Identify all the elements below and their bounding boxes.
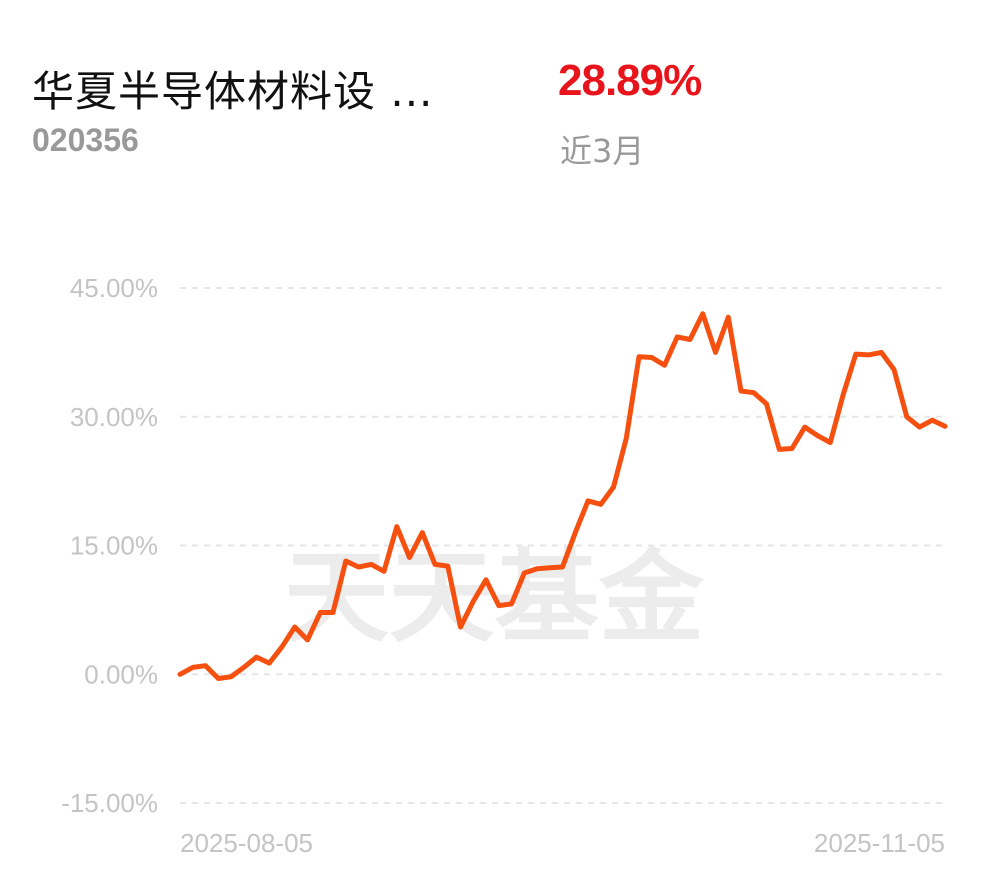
y-tick-label: -15.00% [61, 788, 158, 818]
period-label: 近3月 [560, 132, 645, 170]
return-value: 28.89% [558, 56, 702, 105]
series-line [177, 311, 948, 681]
grid-lines [180, 287, 945, 804]
x-axis: 2025-08-05 2025-11-05 [180, 828, 945, 858]
x-tick-label: 2025-11-05 [814, 828, 945, 858]
fund-code: 020356 [32, 122, 139, 158]
x-tick-label: 2025-08-05 [180, 828, 313, 858]
y-tick-label: 45.00% [70, 273, 158, 303]
y-tick-label: 15.00% [70, 531, 158, 561]
y-tick-label: 0.00% [84, 659, 158, 689]
y-axis: 45.00% 30.00% 15.00% 0.00% -15.00% [61, 273, 158, 818]
series-layer [177, 311, 948, 681]
fund-name: 华夏半导体材料设 ... [32, 67, 434, 116]
y-tick-label: 30.00% [70, 402, 158, 432]
